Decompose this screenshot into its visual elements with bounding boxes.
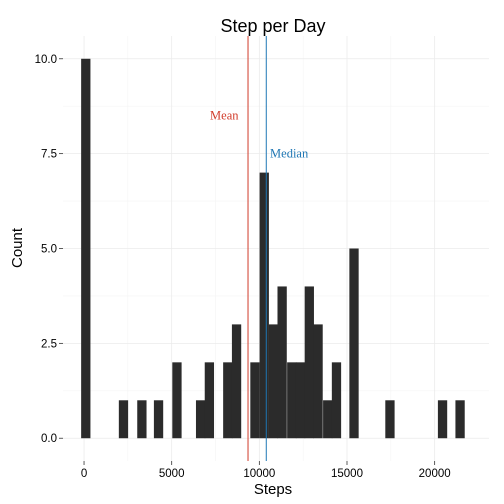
x-axis-title: Steps [254,481,292,498]
histogram-bar [154,400,163,438]
histogram-bar [323,400,332,438]
x-tick-label: 5000 [159,468,185,480]
y-tick-label: 2.5 [41,338,57,350]
histogram-bar [385,400,394,438]
histogram-bar [269,324,278,438]
histogram-bar [305,286,314,438]
histogram-bar [137,400,146,438]
histogram-bar [287,362,296,438]
histogram-bar [250,362,259,438]
y-tick-label: 0.0 [41,433,57,445]
x-tick-label: 15000 [331,468,363,480]
y-tick-label: 7.5 [41,149,57,161]
y-tick-label: 10.0 [35,54,57,66]
histogram-bar [455,400,464,438]
histogram-bar [205,362,214,438]
histogram-bar [223,362,232,438]
histogram-bar [81,59,90,438]
x-tick-label: 20000 [419,468,451,480]
histogram-bar [196,400,205,438]
histogram-bar [119,400,128,438]
y-axis-title: Count [9,227,26,268]
histogram-bar [313,324,322,438]
chart-title: Step per Day [220,16,325,36]
y-tick-label: 5.0 [41,244,57,256]
histogram-bar [349,249,358,439]
x-tick-label: 10000 [243,468,275,480]
x-tick-label: 0 [81,468,87,480]
median-label: Median [270,147,309,161]
histogram-bar [296,362,305,438]
histogram-bar [172,362,181,438]
histogram-bar [277,286,286,438]
mean-label: Mean [210,109,239,123]
histogram-bar [260,173,269,439]
histogram-bar [332,362,341,438]
histogram-bar [438,400,447,438]
histogram-bar [232,324,241,438]
